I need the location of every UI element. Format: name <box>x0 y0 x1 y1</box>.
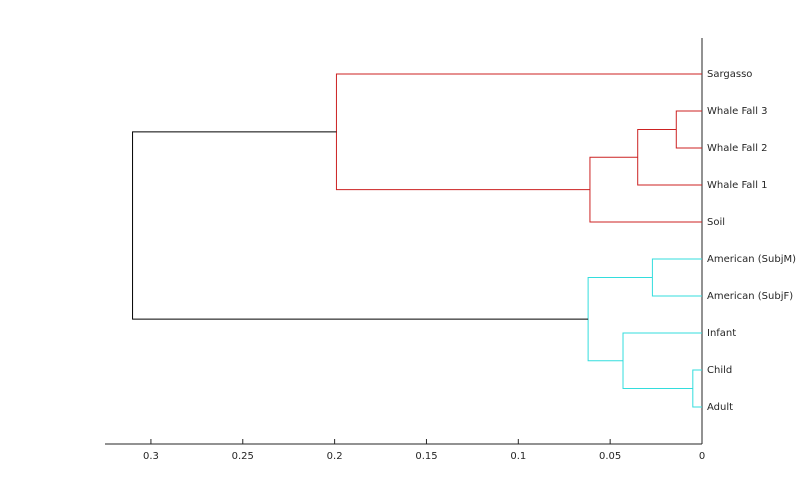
link <box>132 131 589 320</box>
leaf-label: Whale Fall 2 <box>707 143 768 154</box>
link <box>589 156 702 223</box>
link <box>587 277 653 362</box>
x-tick-label: 0.25 <box>232 451 254 462</box>
leaf-label: Whale Fall 3 <box>707 106 768 117</box>
x-tick-label: 0.1 <box>510 451 526 462</box>
leaf-label: Sargasso <box>707 69 752 80</box>
leaf-label: Child <box>707 365 732 376</box>
link <box>692 369 702 408</box>
leaf-label: American (SubjF) <box>707 291 793 302</box>
leaf-label: Adult <box>707 402 733 413</box>
leaf-label: Infant <box>707 328 736 339</box>
x-tick-label: 0.2 <box>327 451 343 462</box>
link <box>651 258 702 297</box>
leaf-label: American (SubjM) <box>707 254 796 265</box>
leaf-label: Whale Fall 1 <box>707 180 768 191</box>
x-tick-label: 0 <box>699 451 705 462</box>
leaf-label: Soil <box>707 217 725 228</box>
x-tick-label: 0.05 <box>599 451 621 462</box>
link <box>637 129 702 186</box>
x-tick-label: 0.3 <box>143 451 159 462</box>
x-tick-label: 0.15 <box>415 451 437 462</box>
link <box>622 332 702 389</box>
link <box>675 110 702 149</box>
link <box>335 73 702 191</box>
